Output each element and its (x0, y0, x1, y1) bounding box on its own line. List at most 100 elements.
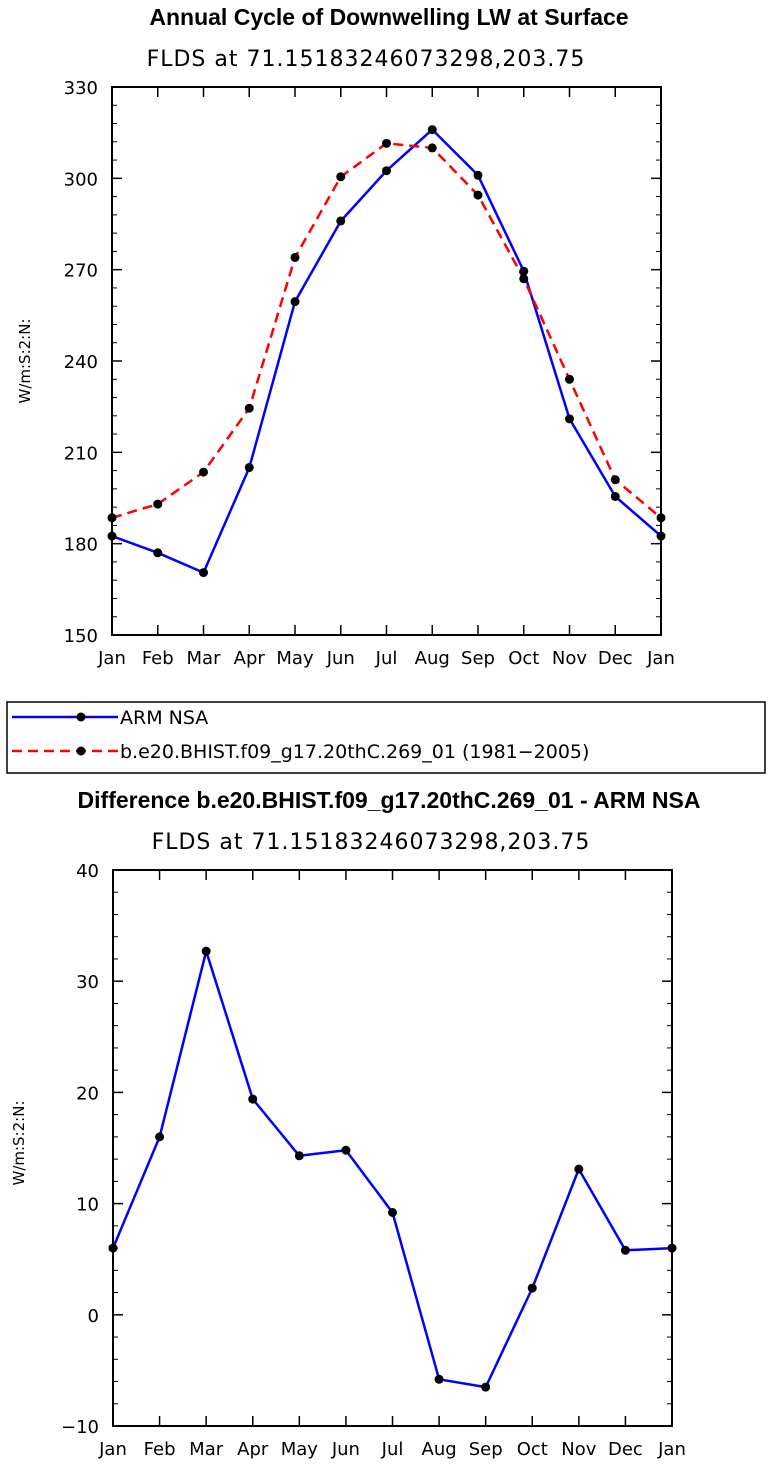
chart2-x-tick-labels: Jan Feb Mar Apr May Jun Jul Aug Sep Oct Nov Dec Jan (98, 1439, 686, 1460)
x-tick-label: Oct (517, 1439, 548, 1460)
series-0-point (667, 1243, 677, 1253)
x-tick-label: Sep (461, 648, 495, 669)
chart1-ticks (111, 86, 662, 636)
series-0-point (519, 266, 529, 276)
x-tick-label: Mar (189, 1439, 224, 1460)
series-0-point (481, 1382, 491, 1392)
series-0-point (341, 1145, 351, 1155)
x-tick-label: Jan (97, 648, 126, 669)
x-tick-label: Jan (657, 1439, 686, 1460)
y-tick-label: 10 (76, 1195, 99, 1216)
series-0-point (656, 531, 666, 541)
x-tick-label: Oct (508, 648, 539, 669)
series-0-point (336, 216, 346, 226)
series-0-point (290, 297, 300, 307)
x-tick-label: Jun (331, 1439, 360, 1460)
y-tick-label: 150 (64, 626, 98, 647)
legend-box (6, 701, 766, 774)
chart1-y-tick-labels: 150 180 210 240 270 300 330 (64, 78, 98, 647)
series-line-0 (111, 949, 673, 1389)
series-0-point (620, 1245, 630, 1255)
series-1-point (244, 403, 254, 413)
chart2-title: Difference b.e20.BHIST.f09_g17.20thC.269… (78, 787, 701, 813)
x-tick-label: May (281, 1439, 319, 1460)
chart1-legend: ARM NSA b.e20.BHIST.f09_g17.20thC.269_01… (6, 701, 766, 774)
series-1-point (565, 374, 574, 384)
series-line-0 (111, 128, 662, 574)
series-0-point (473, 170, 483, 180)
legend-marker-model (76, 746, 86, 756)
series-1-point (153, 499, 163, 509)
x-tick-label: Jan (98, 1439, 127, 1460)
series-0-point (565, 414, 574, 424)
x-tick-label: Mar (187, 648, 222, 669)
y-tick-label: 240 (64, 352, 98, 373)
series-0-point (107, 531, 117, 541)
series-0-point (610, 491, 620, 501)
x-tick-label: Feb (144, 1439, 176, 1460)
x-tick-label: Jul (375, 648, 398, 669)
y-tick-label: 30 (76, 972, 99, 993)
y-tick-label: −10 (61, 1417, 99, 1438)
x-tick-label: Jul (381, 1439, 404, 1460)
chart2-subtitle: FLDS at 71.15183246073298,203.75 (152, 830, 591, 855)
chart1-y-axis-label: W/m:S:2:N: (16, 319, 34, 404)
x-tick-label: Aug (415, 648, 450, 669)
y-tick-label: 210 (64, 443, 98, 464)
y-tick-label: 270 (64, 261, 98, 282)
legend-label-model: b.e20.BHIST.f09_g17.20thC.269_01 (1981−2… (120, 741, 589, 763)
x-tick-label: May (276, 648, 314, 669)
y-tick-label: 20 (76, 1083, 99, 1104)
series-0-point (427, 125, 437, 135)
chart1-series (107, 125, 666, 578)
series-0-point (199, 568, 208, 578)
chart1-subtitle: FLDS at 71.15183246073298,203.75 (147, 47, 586, 72)
y-tick-label: 330 (64, 78, 98, 99)
x-tick-label: Apr (237, 1439, 269, 1460)
series-0-point (574, 1164, 584, 1174)
x-tick-label: Dec (598, 648, 633, 669)
series-0-point (248, 1094, 258, 1104)
series-0-point (388, 1207, 397, 1217)
chart1-title: Annual Cycle of Downwelling LW at Surfac… (149, 4, 628, 30)
series-1-point (107, 513, 117, 523)
series-0-point (153, 548, 163, 558)
legend-marker-arm-nsa (76, 712, 86, 722)
chart2-y-tick-labels: −10 0 10 20 30 40 (61, 861, 99, 1438)
series-1-point (336, 172, 346, 182)
series-0-point (527, 1283, 537, 1293)
series-0-point (201, 946, 211, 956)
x-tick-label: Jan (646, 648, 675, 669)
series-1-point (519, 274, 529, 284)
series-1-point (427, 143, 437, 153)
series-1-point (382, 138, 391, 148)
x-tick-label: Jun (326, 648, 355, 669)
series-0-point (108, 1243, 118, 1253)
difference-chart: Difference b.e20.BHIST.f09_g17.20thC.269… (10, 787, 700, 1460)
series-0-point (382, 166, 391, 176)
legend-label-arm-nsa: ARM NSA (120, 707, 208, 729)
series-0-point (155, 1132, 165, 1142)
x-tick-label: Nov (561, 1439, 596, 1460)
series-1-point (473, 190, 483, 200)
y-tick-label: 0 (88, 1306, 99, 1327)
chart2-plot-frame (112, 869, 673, 1427)
series-1-point (199, 467, 208, 477)
series-line-1 (111, 142, 662, 519)
y-tick-label: 180 (64, 535, 98, 556)
x-tick-label: Apr (234, 648, 266, 669)
series-1-point (610, 475, 620, 485)
series-1-point (290, 252, 300, 262)
series-1-point (656, 513, 666, 523)
y-tick-label: 300 (64, 169, 98, 190)
y-tick-label: 40 (76, 861, 99, 882)
x-tick-label: Sep (469, 1439, 503, 1460)
chart2-series (108, 946, 677, 1392)
chart1-x-tick-labels: Jan Feb Mar Apr May Jun Jul Aug Sep Oct Nov Dec Jan (97, 648, 675, 669)
annual-cycle-chart: Annual Cycle of Downwelling LW at Surfac… (16, 4, 675, 669)
x-tick-label: Aug (422, 1439, 457, 1460)
x-tick-label: Feb (142, 648, 174, 669)
chart2-ticks (112, 869, 673, 1427)
x-tick-label: Nov (552, 648, 587, 669)
